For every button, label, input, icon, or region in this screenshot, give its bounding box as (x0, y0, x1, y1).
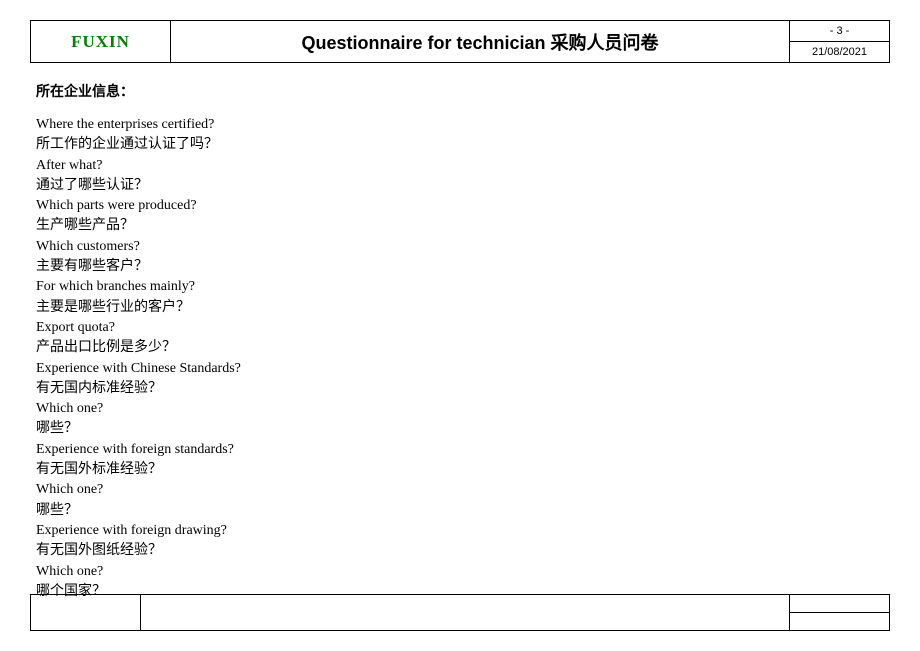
question-en: Which parts were produced? (36, 196, 890, 216)
question-zh: 所工作的企业通过认证了吗？ (36, 135, 890, 155)
question-en: Which one? (36, 480, 890, 500)
footer-left-cell (31, 595, 141, 631)
footer-right-bottom (790, 613, 890, 631)
logo-cell: FUXIN (31, 21, 171, 63)
question-en: Experience with foreign standards? (36, 440, 890, 460)
question-zh: 通过了哪些认证？ (36, 176, 890, 196)
section-title: 所在企业信息： (36, 81, 890, 101)
question-en: Which one? (36, 399, 890, 419)
question-zh: 哪些？ (36, 419, 890, 439)
question-en: Export quota? (36, 318, 890, 338)
header-table: FUXIN Questionnaire for technician 采购人员问… (30, 20, 890, 63)
question-zh: 有无国内标准经验？ (36, 379, 890, 399)
question-zh: 主要有哪些客户？ (36, 257, 890, 277)
question-en: Experience with Chinese Standards? (36, 359, 890, 379)
date-cell: 21/08/2021 (790, 42, 890, 63)
question-zh: 生产哪些产品？ (36, 216, 890, 236)
question-en: Which one? (36, 562, 890, 582)
question-zh: 有无国外图纸经验？ (36, 541, 890, 561)
page-number: - 3 - (790, 21, 890, 42)
footer-table (30, 594, 890, 631)
question-en: Experience with foreign drawing? (36, 521, 890, 541)
question-en: Where the enterprises certified? (36, 115, 890, 135)
question-en: Which customers? (36, 237, 890, 257)
question-zh: 有无国外标准经验？ (36, 460, 890, 480)
question-en: After what? (36, 156, 890, 176)
footer-right-top (790, 595, 890, 613)
question-en: For which branches mainly? (36, 277, 890, 297)
question-zh: 哪些？ (36, 501, 890, 521)
content-area: 所在企业信息： Where the enterprises certified?… (30, 81, 890, 602)
question-zh: 产品出口比例是多少？ (36, 338, 890, 358)
questions-list: Where the enterprises certified?所工作的企业通过… (36, 115, 890, 602)
footer-mid-cell (141, 595, 790, 631)
title-cell: Questionnaire for technician 采购人员问卷 (171, 21, 790, 63)
question-zh: 主要是哪些行业的客户？ (36, 298, 890, 318)
